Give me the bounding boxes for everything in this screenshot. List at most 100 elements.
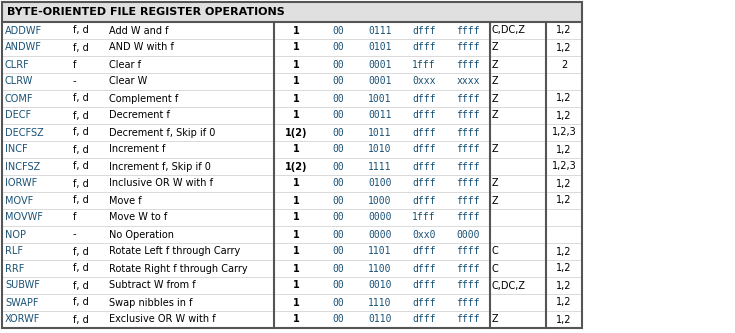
- Text: ANDWF: ANDWF: [5, 43, 42, 53]
- Text: f, d: f, d: [73, 263, 89, 273]
- Text: 1: 1: [293, 94, 299, 104]
- Text: 00: 00: [332, 229, 344, 239]
- Text: 1000: 1000: [368, 195, 392, 205]
- Text: IORWF: IORWF: [5, 178, 37, 188]
- Text: dfff: dfff: [412, 111, 436, 121]
- Text: ffff: ffff: [456, 94, 480, 104]
- Text: dfff: dfff: [412, 26, 436, 36]
- Text: 1: 1: [293, 229, 299, 239]
- Text: 1011: 1011: [368, 128, 392, 138]
- Text: C: C: [492, 263, 499, 273]
- Text: CLRF: CLRF: [5, 60, 29, 70]
- Bar: [2, 2, 582, 22]
- Text: f, d: f, d: [73, 162, 89, 171]
- Text: 1,2: 1,2: [556, 94, 572, 104]
- Text: ffff: ffff: [456, 111, 480, 121]
- Text: 00: 00: [332, 195, 344, 205]
- Text: -: -: [73, 77, 76, 87]
- Text: dfff: dfff: [412, 297, 436, 307]
- Text: 0001: 0001: [368, 77, 392, 87]
- Text: 1: 1: [293, 178, 299, 188]
- Text: Rotate Left f through Carry: Rotate Left f through Carry: [109, 246, 240, 256]
- Text: 00: 00: [332, 280, 344, 290]
- Text: 00: 00: [332, 212, 344, 222]
- Text: f, d: f, d: [73, 94, 89, 104]
- Text: 1110: 1110: [368, 297, 392, 307]
- Text: Decrement f, Skip if 0: Decrement f, Skip if 0: [109, 128, 215, 138]
- Text: f: f: [73, 60, 76, 70]
- Text: ffff: ffff: [456, 26, 480, 36]
- Text: 0xxx: 0xxx: [412, 77, 436, 87]
- Text: Z: Z: [492, 195, 498, 205]
- Text: MOVWF: MOVWF: [5, 212, 43, 222]
- Text: dfff: dfff: [412, 178, 436, 188]
- Text: Z: Z: [492, 77, 498, 87]
- Text: 1,2: 1,2: [556, 43, 572, 53]
- Text: 1100: 1100: [368, 263, 392, 273]
- Text: 1fff: 1fff: [412, 212, 436, 222]
- Text: 1,2,3: 1,2,3: [552, 128, 576, 138]
- Text: dfff: dfff: [412, 246, 436, 256]
- Text: ffff: ffff: [456, 195, 480, 205]
- Text: f, d: f, d: [73, 111, 89, 121]
- Text: 1,2: 1,2: [556, 263, 572, 273]
- Text: Move W to f: Move W to f: [109, 212, 168, 222]
- Text: f, d: f, d: [73, 43, 89, 53]
- Text: ffff: ffff: [456, 60, 480, 70]
- Text: 1: 1: [293, 60, 299, 70]
- Text: 1,2: 1,2: [556, 26, 572, 36]
- Text: Rotate Right f through Carry: Rotate Right f through Carry: [109, 263, 248, 273]
- Text: Subtract W from f: Subtract W from f: [109, 280, 196, 290]
- Text: 1: 1: [293, 314, 299, 324]
- Text: C,DC,Z: C,DC,Z: [492, 280, 526, 290]
- Text: Add W and f: Add W and f: [109, 26, 168, 36]
- Text: SWAPF: SWAPF: [5, 297, 38, 307]
- Text: MOVF: MOVF: [5, 195, 33, 205]
- Text: 1,2: 1,2: [556, 297, 572, 307]
- Text: 1001: 1001: [368, 94, 392, 104]
- Text: 1: 1: [293, 111, 299, 121]
- Text: ADDWF: ADDWF: [5, 26, 42, 36]
- Text: dfff: dfff: [412, 128, 436, 138]
- Text: f, d: f, d: [73, 297, 89, 307]
- Text: 1,2: 1,2: [556, 314, 572, 324]
- Text: 1: 1: [293, 263, 299, 273]
- Text: 1111: 1111: [368, 162, 392, 171]
- Text: 0000: 0000: [456, 229, 480, 239]
- Text: Clear W: Clear W: [109, 77, 147, 87]
- Text: ffff: ffff: [456, 43, 480, 53]
- Text: 1(2): 1(2): [284, 128, 307, 138]
- Text: 00: 00: [332, 94, 344, 104]
- Text: dfff: dfff: [412, 162, 436, 171]
- Text: ffff: ffff: [456, 162, 480, 171]
- Text: 2: 2: [561, 60, 567, 70]
- Text: 00: 00: [332, 26, 344, 36]
- Text: Inclusive OR W with f: Inclusive OR W with f: [109, 178, 213, 188]
- Text: RLF: RLF: [5, 246, 23, 256]
- Text: 00: 00: [332, 297, 344, 307]
- Text: dfff: dfff: [412, 314, 436, 324]
- Text: 00: 00: [332, 145, 344, 155]
- Text: Z: Z: [492, 145, 498, 155]
- Text: f, d: f, d: [73, 314, 89, 324]
- Text: Z: Z: [492, 314, 498, 324]
- Text: 1: 1: [293, 280, 299, 290]
- Text: INCFSZ: INCFSZ: [5, 162, 40, 171]
- Text: f: f: [73, 212, 76, 222]
- Text: 1: 1: [293, 195, 299, 205]
- Text: CLRW: CLRW: [5, 77, 33, 87]
- Text: Exclusive OR W with f: Exclusive OR W with f: [109, 314, 215, 324]
- Text: dfff: dfff: [412, 280, 436, 290]
- Text: Z: Z: [492, 60, 498, 70]
- Text: 1010: 1010: [368, 145, 392, 155]
- Text: Increment f: Increment f: [109, 145, 165, 155]
- Text: 00: 00: [332, 246, 344, 256]
- Text: 1: 1: [293, 297, 299, 307]
- Text: 00: 00: [332, 60, 344, 70]
- Text: 1,2: 1,2: [556, 195, 572, 205]
- Text: SUBWF: SUBWF: [5, 280, 40, 290]
- Text: 1,2: 1,2: [556, 280, 572, 290]
- Text: dfff: dfff: [412, 43, 436, 53]
- Text: f, d: f, d: [73, 128, 89, 138]
- Text: 00: 00: [332, 178, 344, 188]
